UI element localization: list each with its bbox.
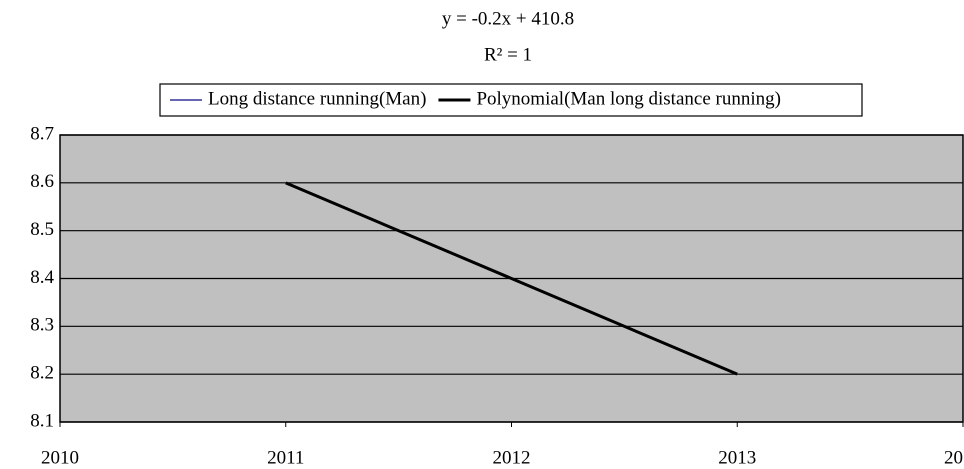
legend-label: Polynomial(Man long distance running) bbox=[476, 88, 780, 109]
r-squared: R² = 1 bbox=[484, 44, 532, 65]
y-tick-label: 8.7 bbox=[30, 123, 54, 144]
legend-label: Long distance running(Man) bbox=[208, 88, 426, 109]
y-tick-label: 8.3 bbox=[30, 315, 54, 336]
y-tick-label: 8.6 bbox=[30, 171, 54, 192]
y-tick-label: 8.4 bbox=[30, 267, 54, 288]
y-tick-label: 8.2 bbox=[30, 363, 54, 384]
x-tick-label: 20 bbox=[944, 447, 963, 468]
x-tick-label: 2012 bbox=[493, 447, 531, 468]
equation: y = -0.2x + 410.8 bbox=[442, 8, 574, 29]
x-tick-label: 2013 bbox=[718, 447, 756, 468]
y-tick-label: 8.5 bbox=[30, 219, 54, 240]
legend-box bbox=[159, 83, 863, 117]
trend-line bbox=[285, 181, 738, 376]
x-tick-label: 2010 bbox=[41, 447, 79, 468]
x-tick-label: 2011 bbox=[267, 447, 304, 468]
y-tick-label: 8.1 bbox=[30, 410, 54, 431]
